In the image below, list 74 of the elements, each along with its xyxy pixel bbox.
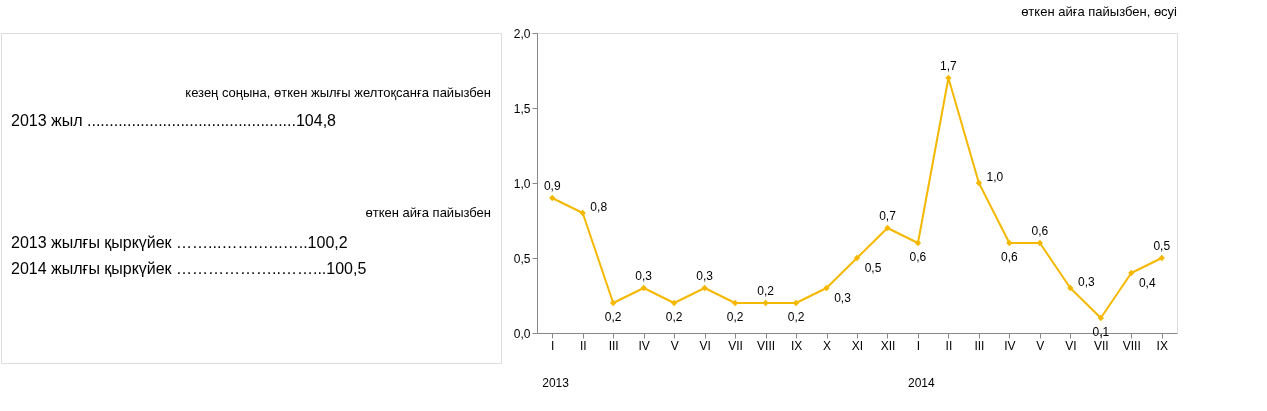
point: [884, 224, 891, 232]
point: [853, 254, 861, 262]
point: [579, 209, 586, 217]
x-tick-label: I: [551, 338, 555, 353]
x-tick-label: X: [823, 338, 832, 353]
data-label: 1,7: [940, 59, 958, 73]
x-tick-label: VII: [1093, 338, 1109, 353]
data-label: 0,3: [1077, 275, 1095, 289]
data-label: 0,7: [879, 209, 897, 223]
text: кезең соңына, өткен жылғы желтоқсанға пайызбен: [185, 85, 491, 100]
data-label: 0,9: [543, 179, 561, 193]
data-label: 0,8: [590, 200, 608, 214]
x-tick-label: V: [670, 338, 679, 353]
data-label: 0,2: [604, 310, 622, 324]
x-tick-label: IV: [1004, 338, 1016, 353]
y-tick-label: 0,0: [513, 326, 531, 341]
x-tick-label: IV: [638, 338, 650, 353]
data-label: 0,6: [1031, 224, 1049, 238]
y-tick-label: 2,0: [513, 26, 531, 41]
text: 2013 жылғы қыркүйек ……...…….…..…..100,2: [11, 234, 348, 251]
x-tick-label: III: [974, 338, 985, 353]
data-label: 0,2: [787, 310, 805, 324]
x-tick-label: XII: [880, 338, 896, 353]
data-label: 0,5: [864, 261, 882, 275]
point: [823, 284, 830, 292]
x-tick-label: VIII: [1122, 338, 1141, 353]
x-tick-label: VIII: [757, 338, 776, 353]
point: [1006, 239, 1013, 247]
point: [975, 179, 983, 187]
point: [1128, 269, 1135, 277]
point: [914, 239, 922, 247]
data-label: 0,3: [696, 269, 714, 283]
point: [1097, 314, 1104, 322]
point: [610, 299, 617, 307]
x-tick-label: IX: [1156, 338, 1168, 353]
text: 2013 жыл ...............................................104,8: [11, 112, 337, 129]
data-label: 0,6: [1001, 250, 1019, 264]
x-tick-label: VII: [728, 338, 743, 353]
x-tick-label: V: [1036, 338, 1045, 353]
data-label: 0,2: [665, 310, 683, 324]
y-tick-label: 0,5: [513, 251, 531, 266]
data-label: 1,0: [986, 170, 1004, 184]
x-tick-label: VI: [1065, 338, 1077, 353]
x-tick-label: XI: [851, 338, 864, 353]
data-label: 0,1: [1092, 325, 1110, 339]
data-label: 0,6: [909, 250, 927, 264]
x-tick-label: I: [916, 338, 921, 353]
point: [762, 299, 769, 307]
text: өткен айға пайызбен: [365, 205, 491, 220]
chart-title: өткен айға пайызбен, өсуі: [1021, 4, 1178, 19]
point: [1158, 254, 1165, 262]
data-label: 0,3: [635, 269, 653, 283]
point: [640, 284, 647, 292]
x-tick-label: IX: [790, 338, 803, 353]
point: [701, 284, 708, 292]
text: 2014: [907, 376, 935, 390]
text: 2014 жылғы қыркүйек ………………..……...100,5: [11, 260, 367, 277]
point: [731, 299, 739, 307]
point: [670, 299, 678, 307]
data-label: 0,2: [726, 310, 744, 324]
text: 2013: [542, 376, 570, 390]
x-tick-label: II: [945, 338, 953, 353]
data-label: 0,5: [1153, 239, 1171, 253]
data-label: 0,3: [834, 291, 852, 305]
data-label: 0,4: [1138, 276, 1156, 290]
x-tick-label: VI: [699, 338, 711, 353]
point: [1067, 284, 1074, 292]
point: [1036, 239, 1044, 247]
x-tick-label: II: [579, 338, 587, 353]
y-tick-label: 1,0: [513, 176, 531, 191]
x-tick-label: III: [608, 338, 619, 353]
data-label: 0,2: [757, 284, 775, 298]
point: [549, 194, 556, 202]
y-tick-label: 1,5: [513, 101, 531, 116]
